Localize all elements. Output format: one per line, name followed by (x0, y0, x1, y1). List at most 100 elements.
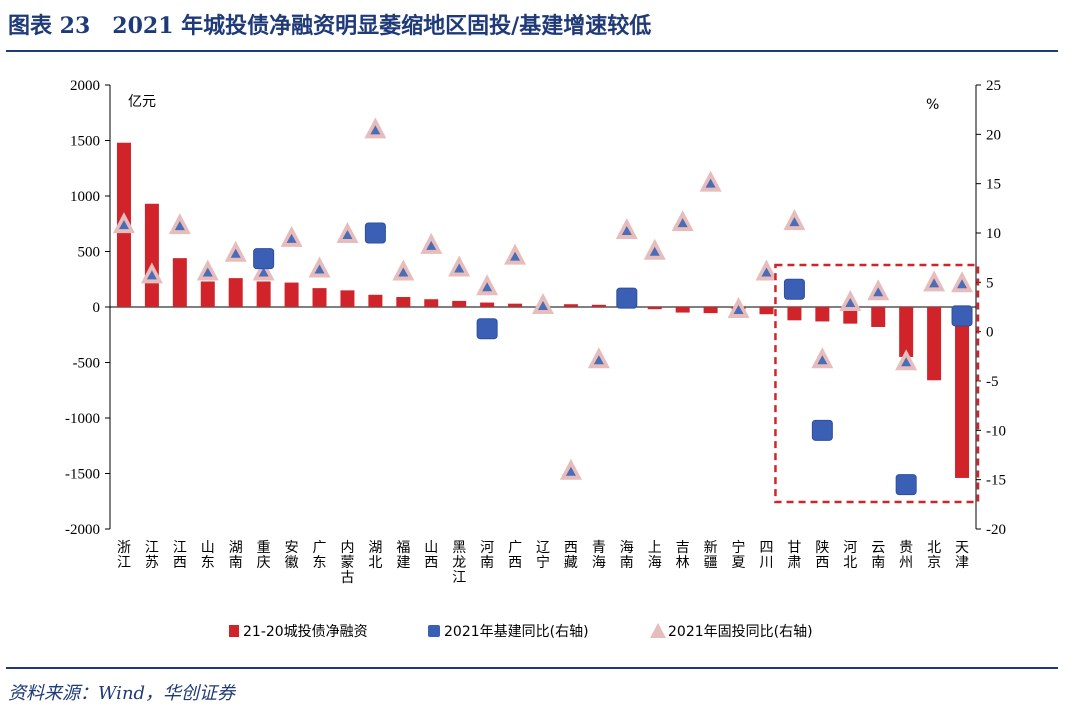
bar-河南 (480, 302, 495, 307)
right-tick-label: 10 (986, 226, 1001, 242)
legend: 21-20城投债净融资 2021年基建同比(右轴) 2021年固投同比(右轴) (229, 623, 813, 640)
triangle-福建 (392, 259, 415, 281)
bar-湖南 (228, 278, 243, 307)
category-label-广东: 广东 (313, 540, 327, 571)
legend-triangle-label: 2021年固投同比(右轴) (668, 624, 813, 640)
category-label-宁夏: 宁夏 (732, 539, 746, 571)
category-label-青海: 青海 (592, 540, 606, 571)
bar-新疆 (703, 307, 718, 314)
triangle-marker-inner (482, 282, 493, 292)
category-label-山西: 山西 (424, 540, 438, 571)
category-label-辽宁: 辽宁 (536, 540, 550, 571)
category-label-甘肃: 甘肃 (787, 540, 801, 571)
triangle-上海 (643, 238, 666, 260)
triangle-marker-inner (565, 466, 576, 476)
category-label-海南: 海南 (620, 540, 634, 571)
bar-上海 (647, 307, 662, 310)
category-label-新疆: 新疆 (704, 540, 718, 571)
triangle-marker-inner (901, 357, 912, 367)
category-label-山东: 山东 (201, 540, 215, 571)
triangle-marker-inner (733, 304, 744, 314)
triangle-marker-inner (286, 233, 297, 243)
bar-内蒙古 (340, 290, 355, 307)
triangle-海南 (615, 218, 638, 240)
square-河南 (476, 318, 498, 340)
bar-安徽 (284, 282, 299, 307)
right-tick-label: 5 (986, 275, 994, 291)
triangle-marker-inner (705, 178, 716, 188)
triangle-marker-inner (230, 248, 241, 258)
triangle-marker-inner (454, 263, 465, 273)
triangle-宁夏 (727, 296, 750, 318)
left-tick-label: -2000 (65, 522, 100, 538)
bar-黑龙江 (452, 300, 467, 307)
triangle-marker-inner (761, 267, 772, 277)
triangle-黑龙江 (448, 255, 471, 277)
triangle-marker-inner (593, 355, 604, 365)
bar-江西 (172, 258, 187, 307)
bar-广东 (312, 288, 327, 307)
triangle-marker-inner (677, 218, 688, 228)
triangle-陕西 (811, 347, 834, 369)
triangle-marker-inner (957, 279, 968, 289)
triangle-甘肃 (783, 209, 806, 231)
triangle-marker-inner (398, 267, 409, 277)
left-axis-unit: 亿元 (128, 94, 156, 110)
bar-福建 (396, 297, 411, 307)
triangle-marker-inner (649, 246, 660, 256)
triangle-贵州 (895, 349, 918, 371)
figure-title: 图表 23 2021 年城投债净融资明显萎缩地区固投/基建增速较低 (8, 13, 652, 39)
bar-天津 (955, 307, 970, 478)
bar-北京 (927, 307, 942, 381)
triangle-marker-inner (118, 220, 129, 230)
right-tick-label: 25 (986, 78, 1001, 94)
bar-西藏 (563, 304, 578, 307)
triangle-青海 (587, 347, 610, 369)
bar-云南 (871, 307, 886, 327)
bar-甘肃 (787, 307, 802, 321)
right-axis-unit: % (926, 97, 939, 113)
left-tick-label: -500 (73, 356, 101, 372)
figure-header: 图表 23 2021 年城投债净融资明显萎缩地区固投/基建增速较低 (0, 0, 1080, 52)
triangle-北京 (923, 270, 946, 292)
bar-青海 (591, 304, 606, 307)
triangle-marker-inner (817, 355, 828, 365)
category-label-湖南: 湖南 (229, 540, 243, 571)
triangle-天津 (951, 271, 974, 293)
bar-四川 (759, 307, 774, 315)
plot-area: 2000 1500 1000 500 0 -500 -1000 -1500 -2000 25 20 1… (65, 78, 1006, 640)
triangle-四川 (755, 259, 778, 281)
triangle-marker-inner (202, 267, 213, 277)
right-tick-label: 15 (986, 177, 1001, 193)
category-label-福建: 福建 (396, 540, 410, 571)
triangle-江西 (168, 213, 191, 235)
triangle-安徽 (280, 225, 303, 247)
category-label-河南: 河南 (480, 540, 494, 571)
left-tick-label: 2000 (70, 78, 100, 94)
triangle-marker-inner (174, 221, 185, 231)
left-tick-label: 1000 (70, 189, 100, 205)
legend-triangle-outer (650, 623, 666, 638)
category-label-陕西: 陕西 (815, 540, 829, 571)
legend-triangle-swatch (650, 623, 666, 638)
triangle-河南 (476, 274, 499, 296)
square-重庆 (253, 248, 275, 270)
bar-贵州 (899, 307, 914, 357)
triangle-marker-inner (538, 301, 548, 311)
triangle-云南 (867, 279, 890, 301)
triangle-吉林 (671, 210, 694, 232)
category-label-广西: 广西 (508, 540, 522, 571)
triangle-湖南 (224, 240, 247, 262)
triangle-marker-inner (370, 125, 381, 135)
square-甘肃 (783, 278, 805, 300)
category-label-江西: 江西 (173, 540, 187, 571)
right-tick-label: -10 (986, 423, 1006, 439)
highlight-box (774, 263, 980, 504)
triangle-marker-inner (314, 264, 325, 274)
figure-source: 资料来源：Wind，华创证券 (8, 683, 236, 704)
square-陕西 (811, 419, 833, 441)
bar-山西 (424, 299, 439, 307)
category-label-贵州: 贵州 (899, 540, 913, 571)
square-湖北 (364, 222, 386, 244)
